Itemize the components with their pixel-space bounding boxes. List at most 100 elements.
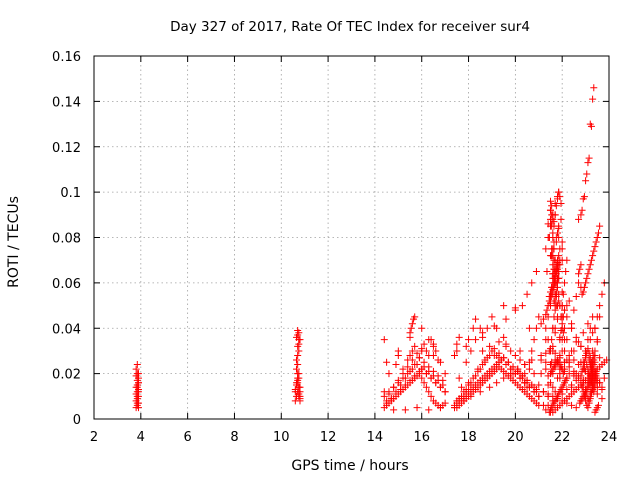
y-tick-label: 0 <box>73 413 81 428</box>
data-point <box>594 229 602 237</box>
data-point <box>399 365 407 373</box>
data-point <box>427 392 435 400</box>
x-tick-label: 12 <box>320 430 337 445</box>
data-point <box>502 315 510 323</box>
data-point <box>532 268 540 276</box>
data-point <box>563 399 571 407</box>
data-point <box>577 261 585 269</box>
data-point <box>292 356 300 364</box>
y-tick-label: 0.12 <box>52 141 81 156</box>
data-point <box>585 265 593 273</box>
data-point <box>429 351 437 359</box>
data-point <box>590 374 598 382</box>
x-tick-label: 24 <box>601 430 618 445</box>
data-point <box>481 372 489 380</box>
data-point <box>511 351 519 359</box>
data-point <box>295 374 303 382</box>
data-point <box>596 222 604 230</box>
data-point <box>490 351 498 359</box>
data-point <box>568 383 576 391</box>
data-point <box>455 333 463 341</box>
data-point <box>392 361 400 369</box>
data-point <box>548 336 556 344</box>
data-point <box>408 347 416 355</box>
data-point <box>436 383 444 391</box>
data-point <box>542 311 550 319</box>
data-point <box>502 342 510 350</box>
data-point <box>436 358 444 366</box>
data-point <box>544 392 552 400</box>
data-point <box>434 372 442 380</box>
data-point <box>518 374 526 382</box>
data-point <box>425 406 433 414</box>
data-point <box>578 206 586 214</box>
data-point <box>134 379 142 387</box>
data-point <box>133 383 141 391</box>
data-point <box>385 390 393 398</box>
data-point <box>390 383 398 391</box>
data-point <box>488 347 496 355</box>
data-point <box>453 340 461 348</box>
y-tick-labels: 0 0.02 0.04 0.06 0.08 0.1 0.12 0.14 0.16 <box>52 50 81 428</box>
data-point <box>432 379 440 387</box>
data-point <box>587 256 595 264</box>
data-point <box>558 238 566 246</box>
data-point <box>551 329 559 337</box>
data-point <box>593 313 601 321</box>
data-point <box>585 397 593 405</box>
data-point <box>600 374 608 382</box>
data-point <box>429 342 437 350</box>
data-point <box>294 370 302 378</box>
data-point <box>392 388 400 396</box>
data-point <box>584 270 592 278</box>
data-point <box>549 274 557 282</box>
data-point <box>460 397 468 405</box>
y-tick-label: 0.08 <box>52 232 81 247</box>
data-point <box>545 347 553 355</box>
data-point <box>514 365 522 373</box>
data-point <box>591 324 599 332</box>
data-point <box>486 383 494 391</box>
data-point <box>429 367 437 375</box>
data-point <box>516 347 524 355</box>
data-point <box>583 390 591 398</box>
data-point <box>561 306 569 314</box>
data-point <box>521 379 529 387</box>
data-point <box>133 399 141 407</box>
data-point <box>568 401 576 409</box>
data-point <box>296 383 304 391</box>
data-point <box>561 347 569 355</box>
data-point <box>557 215 565 223</box>
data-point <box>546 299 554 307</box>
data-point <box>586 379 594 387</box>
data-point <box>589 252 597 260</box>
data-point <box>557 199 565 207</box>
data-points <box>132 84 611 416</box>
data-point <box>548 245 556 253</box>
data-point <box>425 336 433 344</box>
data-point <box>562 268 570 276</box>
data-point <box>544 234 552 241</box>
data-point <box>549 229 557 237</box>
data-point <box>404 363 412 371</box>
data-point <box>591 383 599 391</box>
data-point <box>406 367 414 375</box>
data-point <box>570 370 578 378</box>
data-point <box>579 288 587 296</box>
data-point <box>552 302 560 310</box>
data-point <box>577 342 585 350</box>
data-point <box>406 376 414 384</box>
data-point <box>401 374 409 382</box>
data-point <box>555 224 563 232</box>
data-point <box>511 306 519 314</box>
data-point <box>472 315 480 323</box>
data-point <box>465 379 473 387</box>
data-point <box>593 390 601 398</box>
data-point <box>577 211 585 219</box>
data-point <box>539 315 547 323</box>
data-point <box>594 401 602 409</box>
data-point <box>451 351 458 359</box>
data-point <box>576 265 584 273</box>
data-point <box>593 234 601 241</box>
